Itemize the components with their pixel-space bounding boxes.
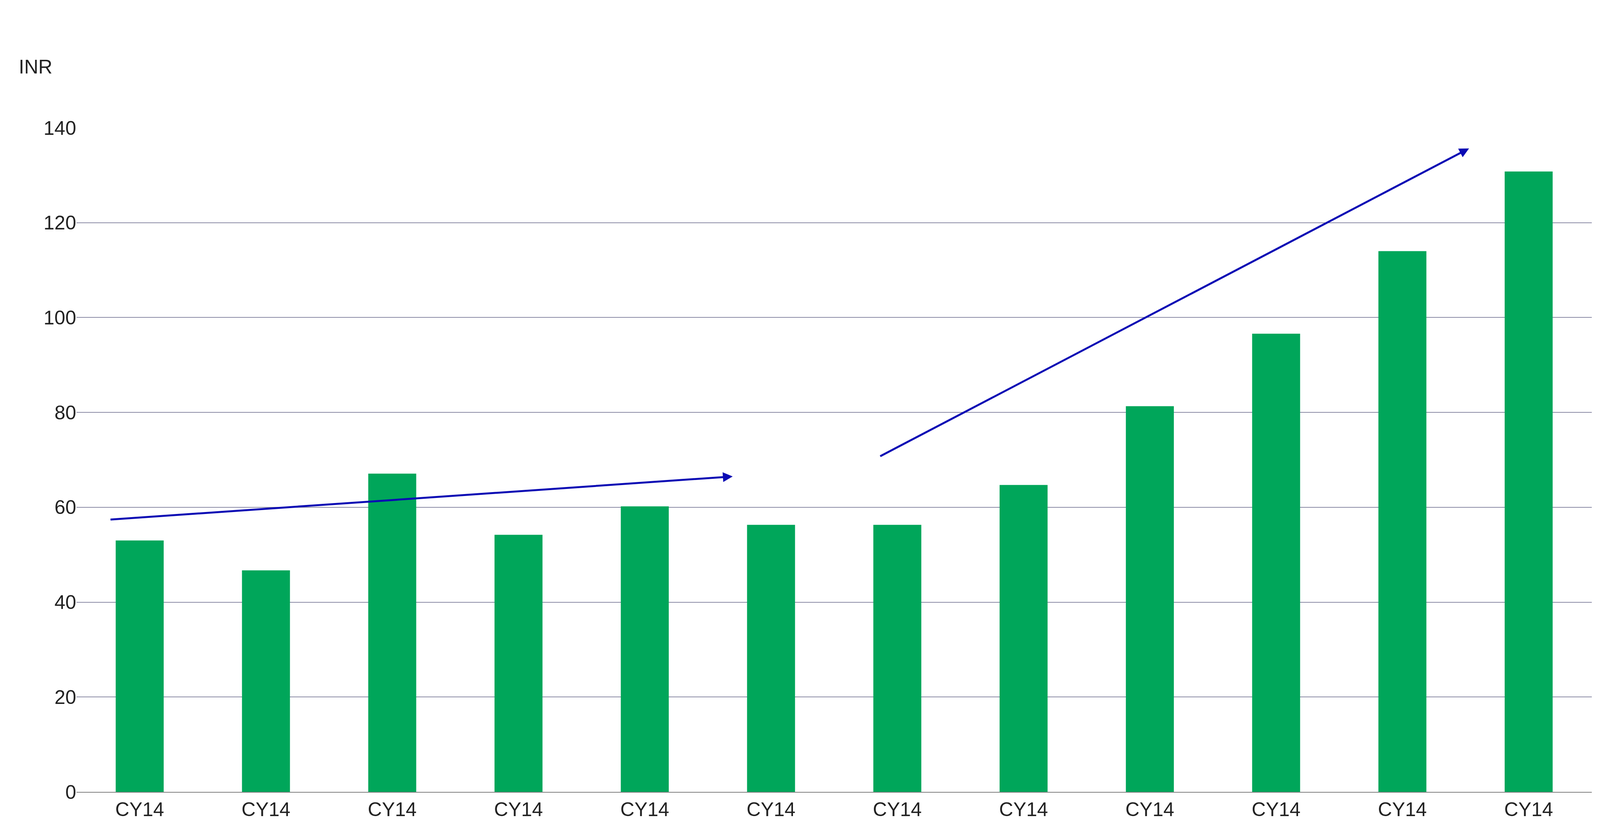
svg-text:CY14: CY14 xyxy=(1251,798,1301,820)
svg-text:20: 20 xyxy=(54,685,77,708)
svg-text:100: 100 xyxy=(43,306,77,329)
svg-text:CY14: CY14 xyxy=(620,798,670,820)
svg-text:INR: INR xyxy=(18,55,53,78)
svg-text:CY14: CY14 xyxy=(241,798,291,820)
svg-text:CY14: CY14 xyxy=(873,798,922,820)
svg-text:40: 40 xyxy=(54,591,77,613)
svg-text:CY14: CY14 xyxy=(494,798,543,820)
svg-text:140: 140 xyxy=(43,117,77,140)
svg-text:CY14: CY14 xyxy=(999,798,1049,820)
svg-text:0: 0 xyxy=(65,780,77,803)
svg-text:CY14: CY14 xyxy=(746,798,796,820)
svg-text:CY14: CY14 xyxy=(1125,798,1175,820)
svg-text:CY14: CY14 xyxy=(1504,798,1554,820)
svg-text:CY14: CY14 xyxy=(1378,798,1427,820)
svg-text:80: 80 xyxy=(54,401,77,424)
svg-text:CY14: CY14 xyxy=(367,798,417,820)
svg-text:CY14: CY14 xyxy=(115,798,165,820)
svg-text:60: 60 xyxy=(54,496,77,518)
svg-text:120: 120 xyxy=(43,211,77,234)
